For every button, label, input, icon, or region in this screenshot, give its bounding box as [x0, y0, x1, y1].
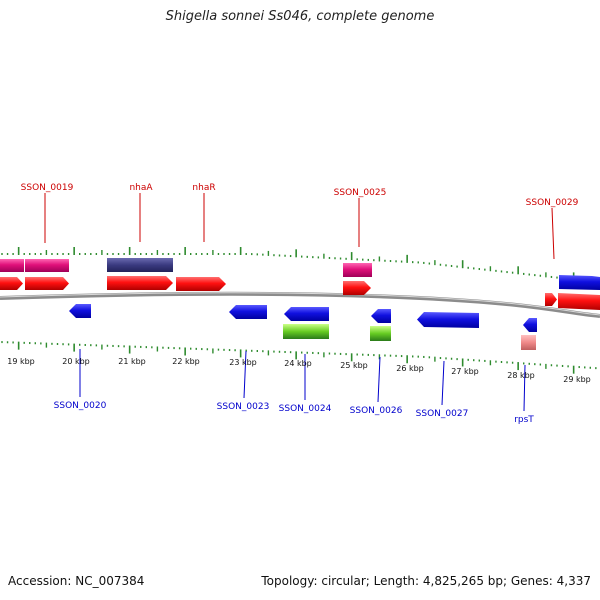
- scale-label: 22 kbp: [172, 357, 200, 366]
- cds-arrow-small: [545, 293, 557, 306]
- gene-feature: [0, 259, 24, 272]
- label-leaders-bottom: [79, 349, 526, 412]
- scale-label: 19 kbp: [7, 357, 35, 366]
- tick-marks-bottom: [1, 341, 597, 374]
- forward-outer-genes: [0, 258, 600, 290]
- cds-arrow-sson-0019: [25, 277, 69, 290]
- tick-marks-top: [1, 247, 597, 283]
- gene-feature-sson-0029: [559, 275, 600, 290]
- scale-label: 28 kbp: [507, 371, 535, 380]
- gene-arrow-sson-0023: [229, 305, 267, 319]
- gene-arrow-rpst: [523, 318, 537, 332]
- cds-arrow-nhaa: [107, 276, 173, 290]
- gene-label-sson-0019: SSON_0019: [21, 183, 74, 193]
- scale-label: 21 kbp: [118, 357, 146, 366]
- accession-label: Accession: NC_007384: [8, 574, 145, 588]
- gene-label-nhar: nhaR: [192, 183, 215, 193]
- gene-labels-top: SSON_0019 nhaA nhaR SSON_0025 SSON_0029: [21, 183, 579, 208]
- gene-feature-nhaa: [107, 258, 173, 272]
- gene-arrow-sson-0027: [417, 312, 479, 328]
- gene-arrow-sson-0026: [371, 309, 391, 323]
- gene-feature-rpst: [521, 335, 536, 350]
- gene-feature-sson-0019: [25, 259, 69, 272]
- label-leaders-top: [44, 193, 555, 260]
- scale-label: 26 kbp: [396, 364, 424, 373]
- gene-label-sson-0026: SSON_0026: [350, 406, 403, 416]
- gene-label-rpst: rpsT: [514, 415, 534, 425]
- cds-arrow-sson-0025: [343, 281, 371, 295]
- gene-label-sson-0025: SSON_0025: [334, 188, 387, 198]
- rna-feature-sson-0024: [283, 324, 329, 339]
- cds-arrow-sson-0029: [558, 293, 600, 310]
- genome-summary: Topology: circular; Length: 4,825,265 bp…: [261, 574, 591, 588]
- gene-label-sson-0020: SSON_0020: [54, 401, 107, 411]
- scale-label: 23 kbp: [229, 358, 257, 367]
- cds-arrow: [0, 277, 23, 290]
- scale-label: 24 kbp: [284, 359, 312, 368]
- rna-feature-sson-0026: [370, 326, 391, 341]
- gene-label-sson-0029: SSON_0029: [526, 198, 579, 208]
- gene-label-sson-0027: SSON_0027: [416, 409, 469, 419]
- gene-arrow-sson-0020: [69, 304, 91, 318]
- gene-labels-bottom: SSON_0020 SSON_0023 SSON_0024 SSON_0026 …: [54, 401, 535, 425]
- reverse-genes: [69, 304, 537, 332]
- scale-labels: 19 kbp 20 kbp 21 kbp 22 kbp 23 kbp 24 kb…: [7, 357, 591, 384]
- scale-label: 25 kbp: [340, 361, 368, 370]
- gene-label-sson-0023: SSON_0023: [217, 402, 270, 412]
- scale-label: 20 kbp: [62, 357, 90, 366]
- gene-label-sson-0024: SSON_0024: [279, 404, 332, 414]
- backbone-track: [0, 291, 600, 318]
- backbone-highlight: [0, 292, 600, 316]
- map-title: Shigella sonnei Ss046, complete genome: [165, 9, 435, 24]
- scale-label: 29 kbp: [563, 375, 591, 384]
- cds-arrow-nhar: [176, 277, 226, 291]
- reverse-outer-features: [283, 324, 536, 350]
- forward-cds: [0, 276, 600, 310]
- scale-label: 27 kbp: [451, 367, 479, 376]
- gene-feature-sson-0025: [343, 263, 372, 277]
- gene-label-nhaa: nhaA: [129, 183, 153, 193]
- gene-arrow-sson-0024: [284, 307, 329, 321]
